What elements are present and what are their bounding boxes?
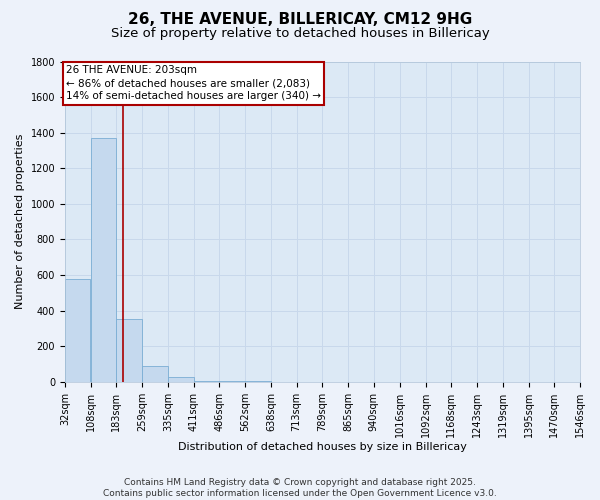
Text: 26 THE AVENUE: 203sqm
← 86% of detached houses are smaller (2,083)
14% of semi-d: 26 THE AVENUE: 203sqm ← 86% of detached …: [66, 65, 321, 102]
Bar: [91, 138, 116, 382]
Text: Contains HM Land Registry data © Crown copyright and database right 2025.
Contai: Contains HM Land Registry data © Crown c…: [103, 478, 497, 498]
Bar: [194, 381, 220, 382]
Y-axis label: Number of detached properties: Number of detached properties: [15, 134, 25, 310]
X-axis label: Distribution of detached houses by size in Billericay: Distribution of detached houses by size …: [178, 442, 467, 452]
Text: 26, THE AVENUE, BILLERICAY, CM12 9HG: 26, THE AVENUE, BILLERICAY, CM12 9HG: [128, 12, 472, 28]
Text: Size of property relative to detached houses in Billericay: Size of property relative to detached ho…: [110, 28, 490, 40]
Bar: [116, 318, 142, 382]
Bar: [142, 366, 167, 382]
Bar: [168, 376, 194, 382]
Bar: [65, 278, 91, 382]
